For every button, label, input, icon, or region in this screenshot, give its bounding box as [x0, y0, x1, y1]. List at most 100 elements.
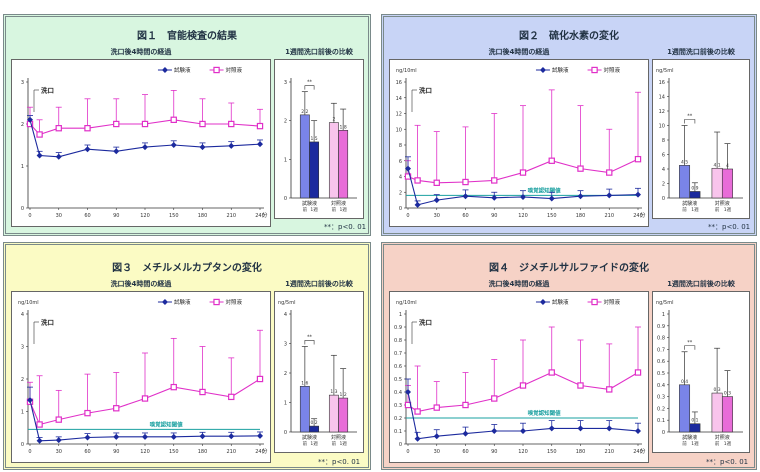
wash-annotation: 洗口: [419, 318, 432, 327]
bar-group-label: 対照液: [715, 434, 730, 441]
data-point: [228, 433, 235, 440]
data-point: [55, 124, 62, 132]
data-point: [491, 177, 498, 184]
data-point: [606, 169, 613, 176]
bar-sub-label: 1週: [339, 206, 347, 213]
y-tick-label: 0: [399, 206, 402, 212]
bar: [309, 425, 320, 433]
bar-group-label: 試験液: [302, 434, 317, 441]
data-point: [36, 131, 43, 138]
data-point: [491, 194, 498, 201]
bar: [338, 130, 349, 199]
figure-3-panel: 図３ メチルメルカプタンの変化 洗口後4時間の経過 1週間洗口前後の比較 ng/…: [3, 242, 371, 470]
bar-sub-label: 前: [682, 440, 687, 447]
significance-marker: **: [687, 340, 693, 346]
data-point: [405, 389, 411, 395]
data-point: [414, 177, 421, 184]
legend-marker: [539, 299, 546, 305]
series-line: [407, 371, 639, 413]
significance-marker: **: [687, 114, 693, 120]
data-point: [256, 375, 264, 383]
y-tick-label: 2: [399, 190, 402, 196]
legend-marker: [539, 67, 546, 73]
data-point: [141, 120, 149, 128]
bar: [299, 114, 310, 199]
bar-group-label: 対照液: [331, 200, 346, 207]
bar-sub-label: 前: [332, 206, 337, 213]
x-unit-label: 分: [262, 447, 268, 455]
x-tick-label: 120: [140, 213, 150, 219]
line-chart-subtitle: 洗口後4時間の経過: [488, 48, 550, 56]
series-line: [29, 119, 261, 136]
bar-y-tick-label: 0: [662, 196, 665, 202]
y-axis-label: ng/10ml: [396, 300, 417, 306]
bar-value-label: 0.3: [724, 391, 731, 397]
line-chart-svg: ng/10ml 0 0.1 0.2 0.3 0.4 0.5 0.6 0.7 0.8 0.9 1 0 30 6…: [394, 298, 646, 455]
data-point: [257, 432, 263, 439]
data-point: [433, 433, 440, 440]
x-tick-label: 180: [576, 213, 586, 219]
x-tick-label: 60: [84, 449, 90, 455]
figure-4-panel: 図４ ジメチルサルファイドの変化 洗口後4時間の経過 1週間洗口前後の比較 ng…: [381, 242, 757, 470]
data-point: [414, 435, 421, 442]
x-tick-label: 240: [633, 213, 643, 219]
data-point: [27, 397, 33, 404]
y-tick-label: 4: [399, 175, 402, 181]
data-point: [170, 116, 177, 124]
data-point: [634, 369, 642, 376]
significance-bracket: [304, 85, 315, 90]
y-tick-label: 4: [21, 312, 24, 318]
legend-marker: [161, 67, 168, 73]
series-control: [404, 89, 642, 186]
data-point: [199, 388, 206, 396]
y-tick-label: 0.9: [394, 325, 402, 331]
data-point: [55, 437, 62, 444]
bar-y-axis-label: ng/5ml: [278, 300, 295, 306]
bar: [679, 165, 691, 199]
data-point: [577, 193, 584, 200]
x-tick-label: 90: [113, 213, 119, 219]
y-tick-label: 0: [21, 442, 24, 448]
significance-bracket: [684, 119, 696, 124]
x-tick-label: 60: [84, 213, 90, 219]
data-point: [228, 393, 235, 401]
bar-value-label: 1.2: [340, 392, 347, 398]
data-point: [462, 430, 469, 437]
y-tick-label: 16: [396, 80, 402, 86]
x-tick-label: 180: [576, 449, 586, 455]
bar-y-axis-label: ng/5ml: [656, 300, 673, 306]
bar-chart-subtitle: 1週間洗口前後の比較: [667, 280, 735, 288]
series-line: [407, 158, 639, 184]
significance-footnote: **：p<0. 01: [324, 223, 367, 231]
data-point: [635, 191, 641, 198]
significance-marker: **: [307, 80, 313, 86]
bar-y-tick-label: 0.8: [657, 336, 665, 342]
x-tick-label: 60: [462, 213, 468, 219]
legend-entry: 対照液: [604, 298, 621, 306]
x-tick-label: 210: [604, 213, 614, 219]
data-point: [199, 144, 206, 151]
data-point: [577, 425, 584, 432]
significance-bracket: [684, 345, 696, 350]
y-tick-label: 0.3: [394, 403, 402, 409]
legend-marker: [591, 298, 598, 306]
data-point: [548, 157, 555, 164]
figure-title: 図１ 官能検査の結果: [137, 31, 237, 42]
bar: [721, 396, 733, 433]
line-chart: ng/10ml 0 1 2 3 4 0 30 60 90 120 150 180 210 240 分 洗口 嗅覚認…: [11, 291, 271, 463]
x-tick-label: 210: [226, 449, 236, 455]
series-line: [29, 399, 261, 442]
bar-y-tick-label: 8: [662, 138, 665, 144]
bar-chart: ng/5ml 0 0.1 0.2 0.3 0.4 0.5 0.6 0.7 0.8 0.9 1 0.4 0.…: [652, 291, 750, 453]
wash-annotation: 洗口: [41, 318, 54, 327]
bar-value-label: 2: [332, 117, 335, 123]
y-tick-label: 1: [21, 164, 24, 170]
data-point: [548, 369, 555, 376]
data-point: [170, 383, 177, 391]
bar-y-axis-label: ng/5ml: [656, 68, 673, 74]
bar: [689, 191, 701, 199]
x-tick-label: 60: [462, 449, 468, 455]
line-chart-svg: ng/10ml 0 2 4 6 8 10 12 14 16 0 30 60 90 120 150 180 210 2…: [396, 66, 646, 219]
bar-sub-label: 1週: [724, 440, 732, 447]
x-tick-label: 0: [28, 213, 31, 219]
